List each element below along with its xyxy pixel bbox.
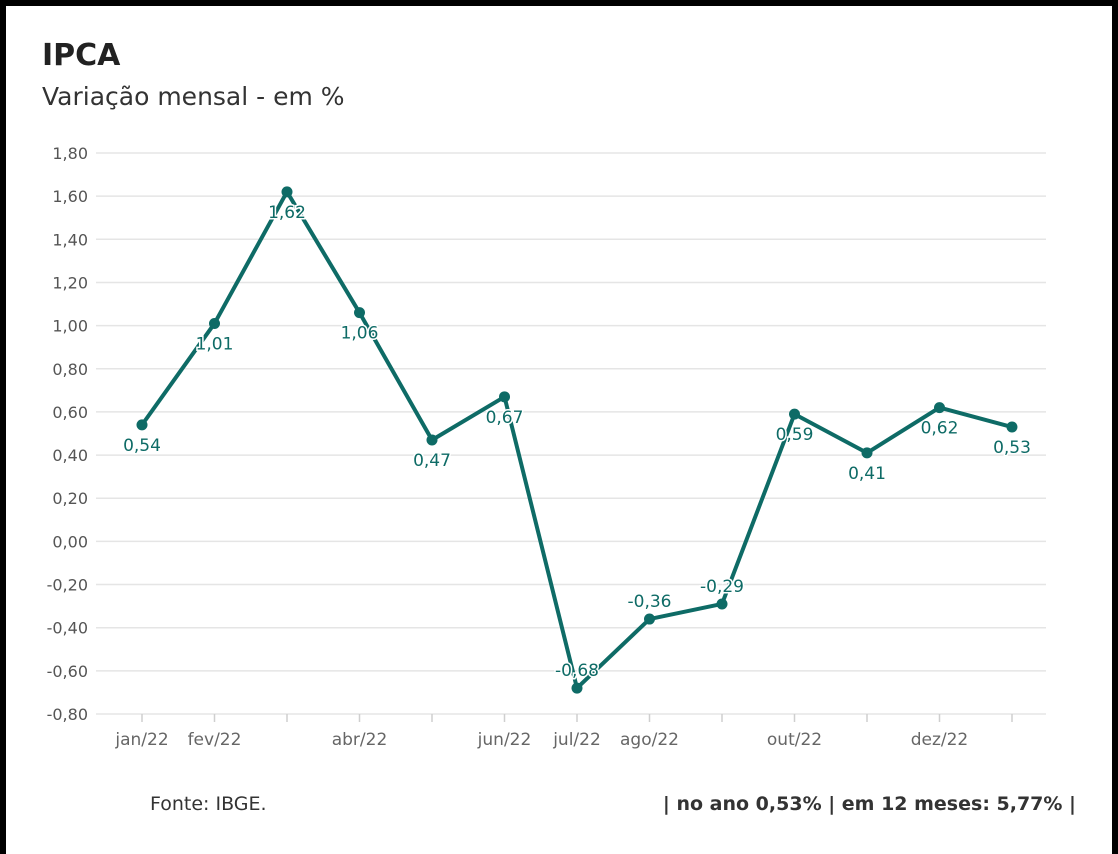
data-label: 1,01 [196,334,234,354]
data-label: -0,68 [555,661,599,681]
x-tick-label: out/22 [767,730,822,750]
x-tick-label: ago/22 [620,730,679,750]
data-point [644,613,655,625]
y-tick-label: 1,00 [52,317,88,336]
data-point [1006,421,1018,433]
footer-source: Fonte: IBGE. [150,793,267,815]
series-line [140,189,1014,691]
y-tick-label: 0,40 [52,446,88,465]
gridlines [96,152,1046,715]
y-tick-label: 0,20 [52,489,88,508]
data-label: 0,53 [993,438,1031,458]
y-tick-label: -0,60 [47,662,88,681]
y-tick-label: 1,60 [52,187,88,206]
data-label: -0,36 [628,592,672,612]
y-tick-label: -0,80 [47,705,88,724]
data-point [571,682,583,694]
data-label: 0,47 [413,451,451,471]
series-ipca [136,186,1018,694]
y-tick-label: 1,80 [52,144,88,163]
y-tick-label: 0,00 [52,532,88,551]
data-point [136,419,148,431]
x-tick-label: fev/22 [188,730,242,750]
data-labels: 0,54 1,01 1,62 1,06 0,47 0,67 -0,68 -0,36 -0,29 0… [122,201,1033,682]
data-label: -0,29 [700,577,744,597]
data-label: 0,67 [486,408,524,428]
x-tick-label: jun/22 [477,730,532,750]
y-tick-label: 0,60 [52,403,88,422]
y-tick-label: 1,40 [52,230,88,249]
data-label: 0,59 [776,425,814,445]
data-point [789,408,800,420]
y-tick-label: -0,40 [47,619,88,638]
x-tick-label: dez/22 [911,730,969,750]
x-tick-label: jul/22 [552,730,601,750]
data-label: 1,06 [341,324,379,344]
y-tick-label: -0,20 [47,576,88,595]
data-point [499,391,510,403]
data-point [716,598,728,610]
chart-title: IPCA [42,38,121,73]
data-label: 0,41 [848,464,886,484]
data-point [354,307,365,319]
data-point [861,447,873,459]
y-tick-label: 1,20 [52,273,88,292]
data-point [281,186,293,198]
y-axis: 1,80 1,60 1,40 1,20 1,00 0,80 0,60 0,40 0,20 0,00… [47,144,88,724]
footer-stats: | no ano 0,53% | em 12 meses: 5,77% | [662,793,1076,815]
chart-subtitle: Variação mensal - em % [42,82,345,111]
data-point [934,402,945,414]
x-tick-label: jan/22 [114,730,168,750]
x-tick-label: abr/22 [332,730,388,750]
data-label: 0,62 [921,419,959,439]
data-label: 1,62 [268,203,306,223]
data-label: 0,54 [123,436,161,456]
data-point [426,434,438,446]
y-tick-label: 0,80 [52,360,88,379]
x-axis: jan/22 fev/22 abr/22 jun/22 jul/22 ago/22 out/… [114,714,1013,750]
data-point [209,317,220,329]
